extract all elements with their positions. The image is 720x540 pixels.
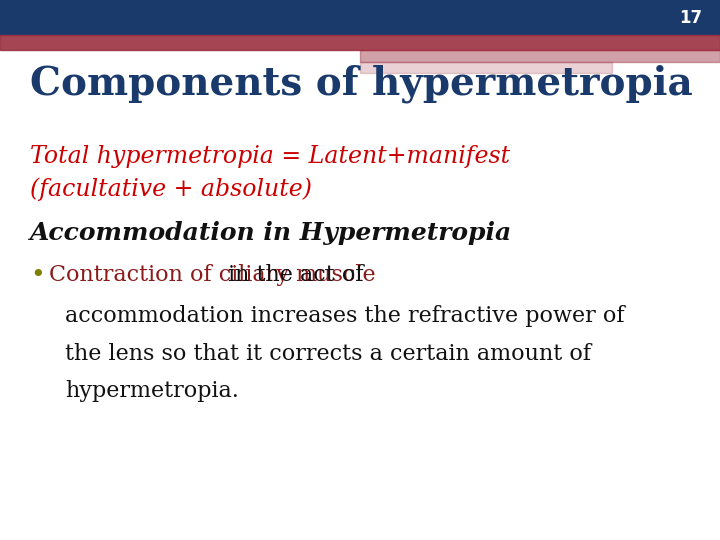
Text: Components of hypermetropia: Components of hypermetropia xyxy=(30,64,693,103)
Text: •: • xyxy=(30,264,45,287)
Bar xyxy=(360,62,612,73)
Text: the lens so that it corrects a certain amount of: the lens so that it corrects a certain a… xyxy=(65,343,591,364)
Bar xyxy=(360,50,720,62)
Text: in the act of: in the act of xyxy=(221,265,364,286)
Text: hypermetropia.: hypermetropia. xyxy=(65,381,238,402)
Text: Contraction of ciliary muscle: Contraction of ciliary muscle xyxy=(49,265,376,286)
Bar xyxy=(0,0,720,35)
Text: Total hypermetropia = Latent+manifest: Total hypermetropia = Latent+manifest xyxy=(30,145,510,168)
Text: accommodation increases the refractive power of: accommodation increases the refractive p… xyxy=(65,305,624,327)
Text: 17: 17 xyxy=(679,9,702,26)
Bar xyxy=(0,35,720,50)
Text: (facultative + absolute): (facultative + absolute) xyxy=(30,177,312,201)
Text: Accommodation in Hypermetropia: Accommodation in Hypermetropia xyxy=(30,221,513,245)
